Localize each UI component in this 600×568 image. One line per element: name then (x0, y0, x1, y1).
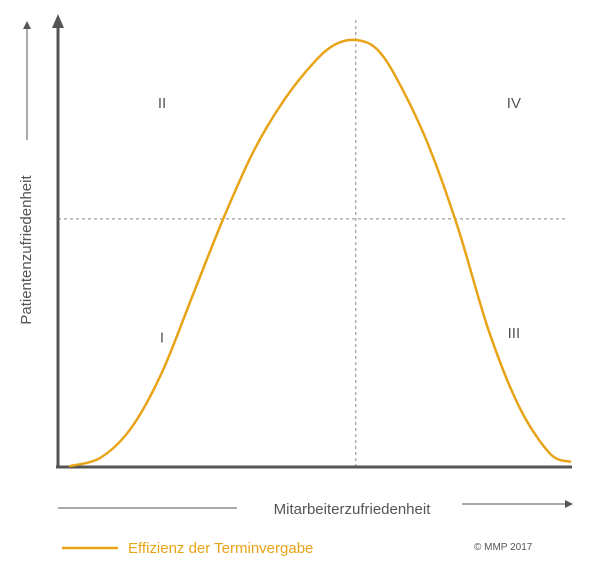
y-axis-label: Patientenzufriedenheit (18, 175, 35, 325)
y-axis-arrowhead (52, 14, 64, 28)
region-label-i: I (160, 329, 164, 346)
legend-label: Effizienz der Terminvergabe (128, 540, 313, 557)
y-axis-label-group: Patientenzufriedenheit (18, 21, 35, 325)
region-label-ii: II (158, 95, 166, 112)
series-line-effizienz (68, 38, 572, 468)
x-axis-label: Mitarbeiterzufriedenheit (274, 501, 432, 518)
legend: Effizienz der Terminvergabe (62, 540, 313, 557)
region-label-iv: IV (507, 95, 521, 112)
region-label-iii: III (508, 325, 521, 342)
x-axis-label-group: Mitarbeiterzufriedenheit (58, 500, 573, 518)
copyright-text: © MMP 2017 (474, 542, 533, 553)
